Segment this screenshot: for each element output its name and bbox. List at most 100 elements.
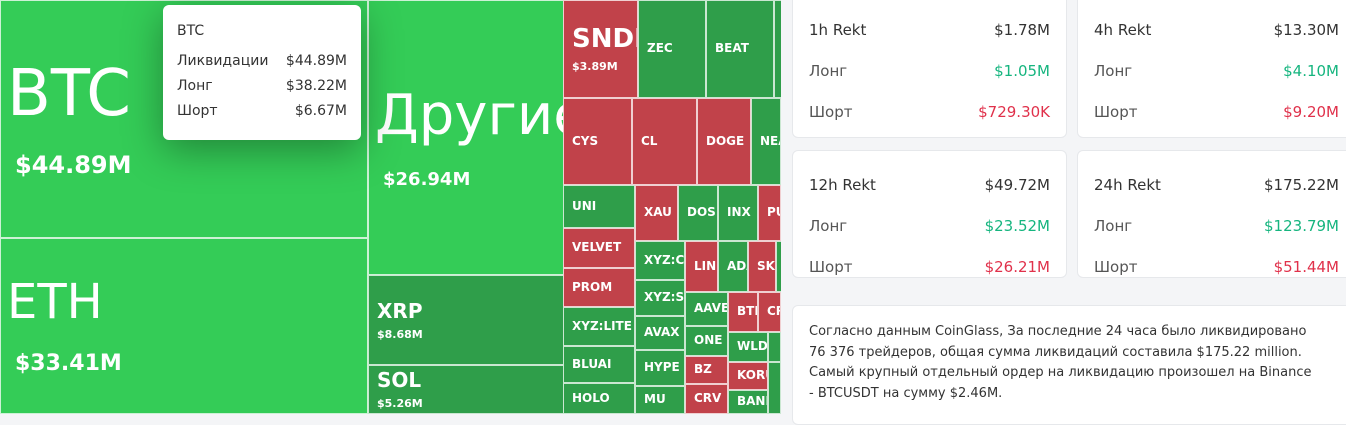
summary-text: Самый крупный отдельный ордер на ликвида… [809,365,1312,401]
summary: Согласно данным CoinGlass, За последние … [792,305,1346,425]
tile-label: ADA [727,258,747,273]
tile-label: XYZ:CL [644,252,685,267]
tile[interactable]: CR [758,292,781,332]
card-label: Шорт [1094,257,1138,276]
card-value: $13.30M [1273,20,1339,39]
tile[interactable]: CRV [685,384,728,414]
tile[interactable]: SOL $5.26M [368,365,564,414]
tooltip-value: $38.22M [285,78,347,94]
tile-label: AAVE [694,301,728,316]
card-label: 4h Rekt [1094,20,1152,39]
card-row: Лонг $23.52M [809,205,1050,246]
card-value: $1.78M [994,20,1050,39]
tile-label: BANK [737,394,767,409]
card: 1h Rekt $1.78M Лонг $1.05M Шорт $729.30K [792,0,1067,138]
tile[interactable]: SKH [748,241,776,292]
tooltip-row: Шорт $6.67M [177,103,347,119]
card-value: $729.30K [978,102,1050,121]
treemap: BTC $44.89M ETH $33.41M Другие $26.94M XRP $8.6… [0,0,781,414]
card-row: Шорт $729.30K [809,91,1050,132]
tile-label: XYZ:SP [644,290,685,305]
card-label: Шорт [809,102,853,121]
tooltip-title: BTC [177,23,205,39]
tile[interactable]: BTI [728,292,758,332]
tile[interactable]: INX [718,185,758,241]
tile-value: $26.94M [383,168,471,190]
tile[interactable]: DOS [678,185,718,241]
tile-label: XRP [377,298,423,323]
card-value: $4.10M [1283,61,1339,80]
tile[interactable]: AVAX [635,316,685,350]
card-row: Шорт $9.20M [1094,91,1339,132]
tile-label: SOL [377,368,422,392]
card-value: $26.21M [984,257,1050,276]
tile[interactable]: BLUAI [563,346,635,383]
tile[interactable]: PROM [563,268,635,307]
tile[interactable]: WLD [728,332,768,362]
tile-label: CYS [572,133,599,148]
tile[interactable]: BANK [728,390,768,414]
tile[interactable]: DOGE [697,98,751,185]
tile[interactable]: UNI [563,185,635,228]
tooltip-label: Шорт [177,103,218,119]
tile-filler [768,362,781,414]
tile-label: HOLO [572,390,610,405]
tile[interactable]: AAVE [685,292,728,326]
tile[interactable]: BEAT [706,0,774,98]
tooltip-label: Ликвидации [177,53,269,69]
tile-label: BEAT [715,41,749,56]
tile[interactable]: CL [632,98,697,185]
tile-filler [776,241,781,292]
card-label: Шорт [1094,102,1138,121]
card: 12h Rekt $49.72M Лонг $23.52M Шорт $26.21M [792,150,1067,278]
tile-label: DOGE [706,133,745,148]
tile-filler [768,332,781,362]
tile[interactable]: ETH $33.41M [0,238,368,414]
tile[interactable]: SNDK $3.89M [563,0,638,98]
tile-label: LINI [694,258,718,273]
tile[interactable]: XAU [635,185,678,241]
card-label: 12h Rekt [809,175,876,194]
tile-label: BTC [7,56,131,131]
tile-label: XYZ:LITE [572,318,632,333]
tooltip-row: Ликвидации $44.89M [177,53,347,69]
tile[interactable]: PU [758,185,781,241]
card-value: $49.72M [984,175,1050,194]
tile[interactable]: XYZ:SP [635,280,685,316]
card-row: Лонг $123.79M [1094,205,1339,246]
card-value: $23.52M [984,216,1050,235]
tile[interactable]: LINI [685,241,718,292]
card-label: 24h Rekt [1094,175,1161,194]
card-row: 1h Rekt $1.78M [809,9,1050,50]
tile[interactable]: VELVET [563,228,635,268]
tile[interactable]: NEA [751,98,781,185]
tile-label: PU [767,205,780,220]
tile[interactable]: ADA [718,241,748,292]
tile[interactable]: HOLO [563,383,635,414]
card-label: Шорт [809,257,853,276]
card-row: Шорт $51.44M [1094,246,1339,287]
tile[interactable]: BZ [685,356,728,384]
tile[interactable]: ZEC [638,0,706,98]
card-row: 12h Rekt $49.72M [809,164,1050,205]
tile-label: INX [727,205,751,220]
tile[interactable]: XRP $8.68M [368,275,564,365]
tooltip-label: Лонг [177,78,213,94]
tile[interactable]: ONE [685,326,728,356]
card-value: $123.79M [1264,216,1339,235]
tile-label: SNDK [572,24,637,55]
tile[interactable]: Другие $26.94M [368,0,564,275]
tile[interactable]: MU [635,386,685,414]
tile[interactable]: HYPE [635,350,685,386]
tile[interactable]: CYS [563,98,632,185]
summary-text: Согласно данным CoinGlass, За последние … [809,324,1307,360]
tile-label: XAU [644,205,672,220]
card-label: Лонг [809,61,848,80]
card: 4h Rekt $13.30M Лонг $4.10M Шорт $9.20M [1077,0,1346,138]
tile[interactable]: XYZ:LITE [563,307,635,346]
tile[interactable]: XYZ:CL [635,241,685,280]
tile[interactable]: KORU [728,362,768,390]
tile-label: CRV [694,391,722,406]
tile-label: ETH [7,274,103,331]
tile-label: ONE [694,333,723,348]
